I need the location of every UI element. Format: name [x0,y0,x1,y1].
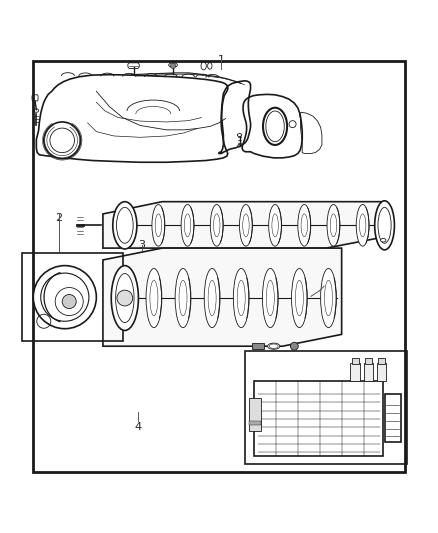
Circle shape [33,265,96,329]
Text: 2: 2 [56,213,63,223]
Ellipse shape [123,205,136,246]
Ellipse shape [268,343,280,349]
Ellipse shape [152,205,165,246]
Bar [350,363,360,381]
Ellipse shape [204,269,220,328]
Ellipse shape [208,280,216,316]
Bar [385,394,401,442]
Ellipse shape [356,205,369,246]
Ellipse shape [327,205,340,246]
Bar [22,253,123,341]
Ellipse shape [179,280,187,316]
Ellipse shape [120,280,130,316]
Bar [254,381,383,456]
Bar [249,398,261,431]
Text: 3: 3 [138,240,145,251]
Ellipse shape [360,214,366,237]
Ellipse shape [295,280,304,316]
Circle shape [62,295,76,309]
Text: 4: 4 [134,422,141,432]
Ellipse shape [184,214,191,237]
Ellipse shape [298,205,311,246]
Ellipse shape [115,269,134,328]
Ellipse shape [214,214,220,237]
Circle shape [117,290,133,306]
Bar [365,359,372,364]
Ellipse shape [111,265,138,330]
Circle shape [290,342,298,350]
Ellipse shape [268,205,282,246]
Polygon shape [103,201,385,248]
Ellipse shape [240,205,252,246]
Ellipse shape [155,214,162,237]
Ellipse shape [210,205,223,246]
Circle shape [170,63,176,69]
Bar [249,421,261,425]
Ellipse shape [233,269,249,328]
Ellipse shape [243,214,249,237]
Text: 1: 1 [218,55,225,66]
Ellipse shape [374,201,395,250]
Bar [364,363,373,381]
Circle shape [44,122,81,159]
Ellipse shape [262,269,278,328]
Ellipse shape [325,280,332,316]
Ellipse shape [301,214,307,237]
Bar [377,363,386,381]
Ellipse shape [146,269,162,328]
Bar [245,351,407,464]
Ellipse shape [292,269,307,328]
Ellipse shape [150,280,158,316]
Polygon shape [103,248,342,346]
Circle shape [289,120,296,128]
Text: 5: 5 [322,286,329,296]
Ellipse shape [330,214,337,237]
Ellipse shape [181,205,194,246]
Ellipse shape [113,201,137,249]
Ellipse shape [272,214,278,237]
Bar [252,343,264,349]
Ellipse shape [237,280,245,316]
Ellipse shape [126,214,132,237]
Ellipse shape [381,238,386,242]
Ellipse shape [175,269,191,328]
Bar [378,359,385,364]
Bar [352,359,359,364]
Bar [33,61,405,472]
Ellipse shape [266,280,274,316]
Ellipse shape [321,269,336,328]
